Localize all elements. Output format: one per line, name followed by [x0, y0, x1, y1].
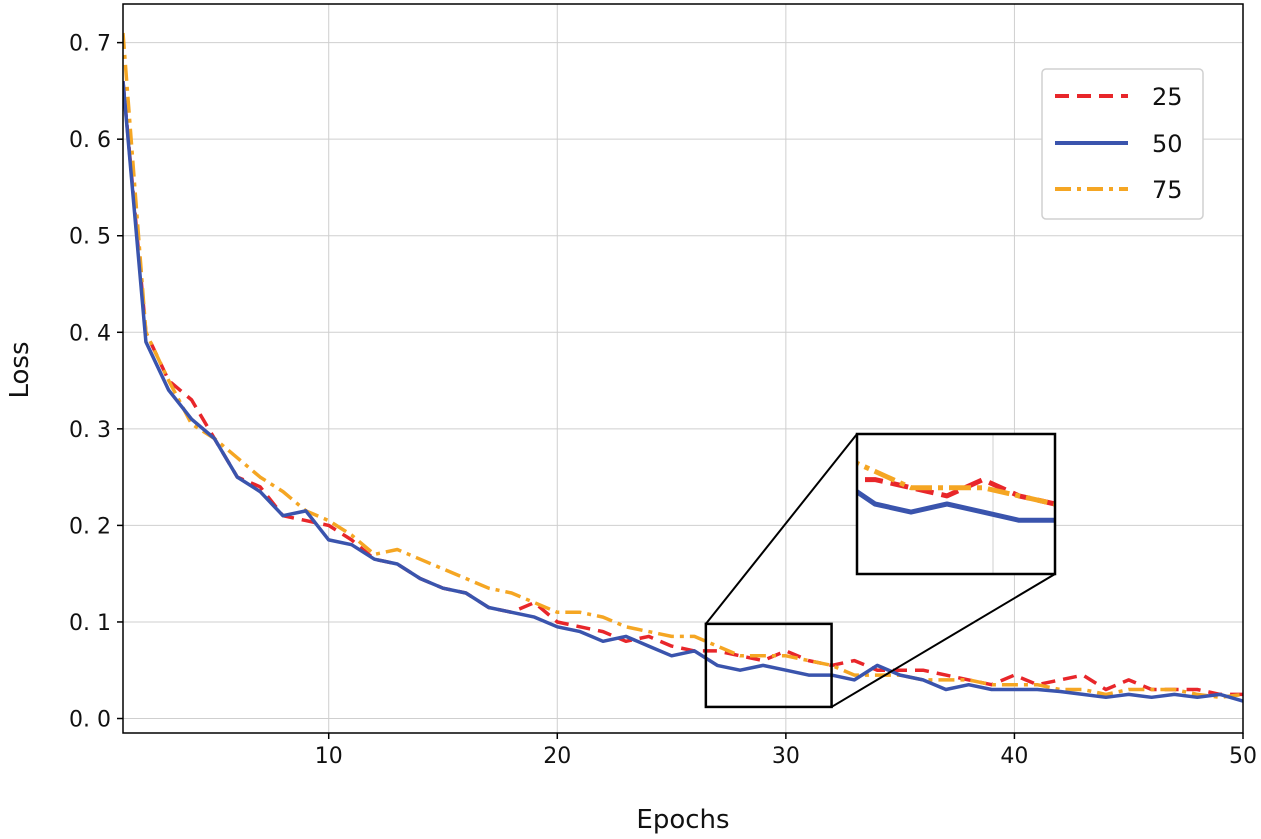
inset-connector-upper [705, 433, 858, 625]
x-tick-label-1: 20 [543, 744, 571, 769]
y-tick-label-3: 0. 3 [69, 418, 111, 443]
inset-series-line-25 [857, 477, 1055, 507]
inset-connector-lower [831, 573, 1056, 708]
y-tick-label-5: 0. 5 [69, 225, 111, 250]
legend: 25 50 75 [1041, 68, 1204, 220]
series-line-50 [123, 81, 1243, 703]
series-line-75 [123, 32, 1243, 700]
legend-label-75: 75 [1152, 176, 1183, 204]
x-tick-label-0: 10 [315, 744, 343, 769]
y-tick-label-4: 0. 4 [69, 321, 111, 346]
x-tick-label-3: 40 [1000, 744, 1028, 769]
x-tick-label-4: 50 [1229, 744, 1257, 769]
inset-source-box [704, 622, 833, 709]
y-tick-label-0: 0. 0 [69, 708, 111, 733]
y-tick-label-6: 0. 6 [69, 128, 111, 153]
y-axis-title: Loss [5, 341, 35, 398]
legend-label-25: 25 [1152, 83, 1183, 111]
inset-lines [857, 460, 1055, 523]
plot-lines [123, 32, 1243, 703]
x-tick-label-2: 30 [772, 744, 800, 769]
inset-series-line-75 [857, 460, 1055, 507]
y-tick-label-1: 0. 1 [69, 611, 111, 636]
series-line-25 [123, 81, 1243, 697]
legend-label-50: 50 [1152, 130, 1183, 158]
zoom-inset [704, 432, 1057, 709]
y-tick-label-2: 0. 2 [69, 514, 111, 539]
x-ticks: 10 20 30 40 50 [315, 733, 1257, 769]
inset-series-line-50 [857, 488, 1055, 523]
x-axis-title: Epochs [636, 805, 729, 835]
y-tick-label-7: 0. 7 [69, 32, 111, 57]
inset-panel-frame [855, 432, 1057, 576]
plot-frame [122, 3, 1244, 734]
y-ticks: 0. 0 0. 1 0. 2 0. 3 0. 4 0. 5 0. 6 0. 7 [69, 32, 123, 733]
